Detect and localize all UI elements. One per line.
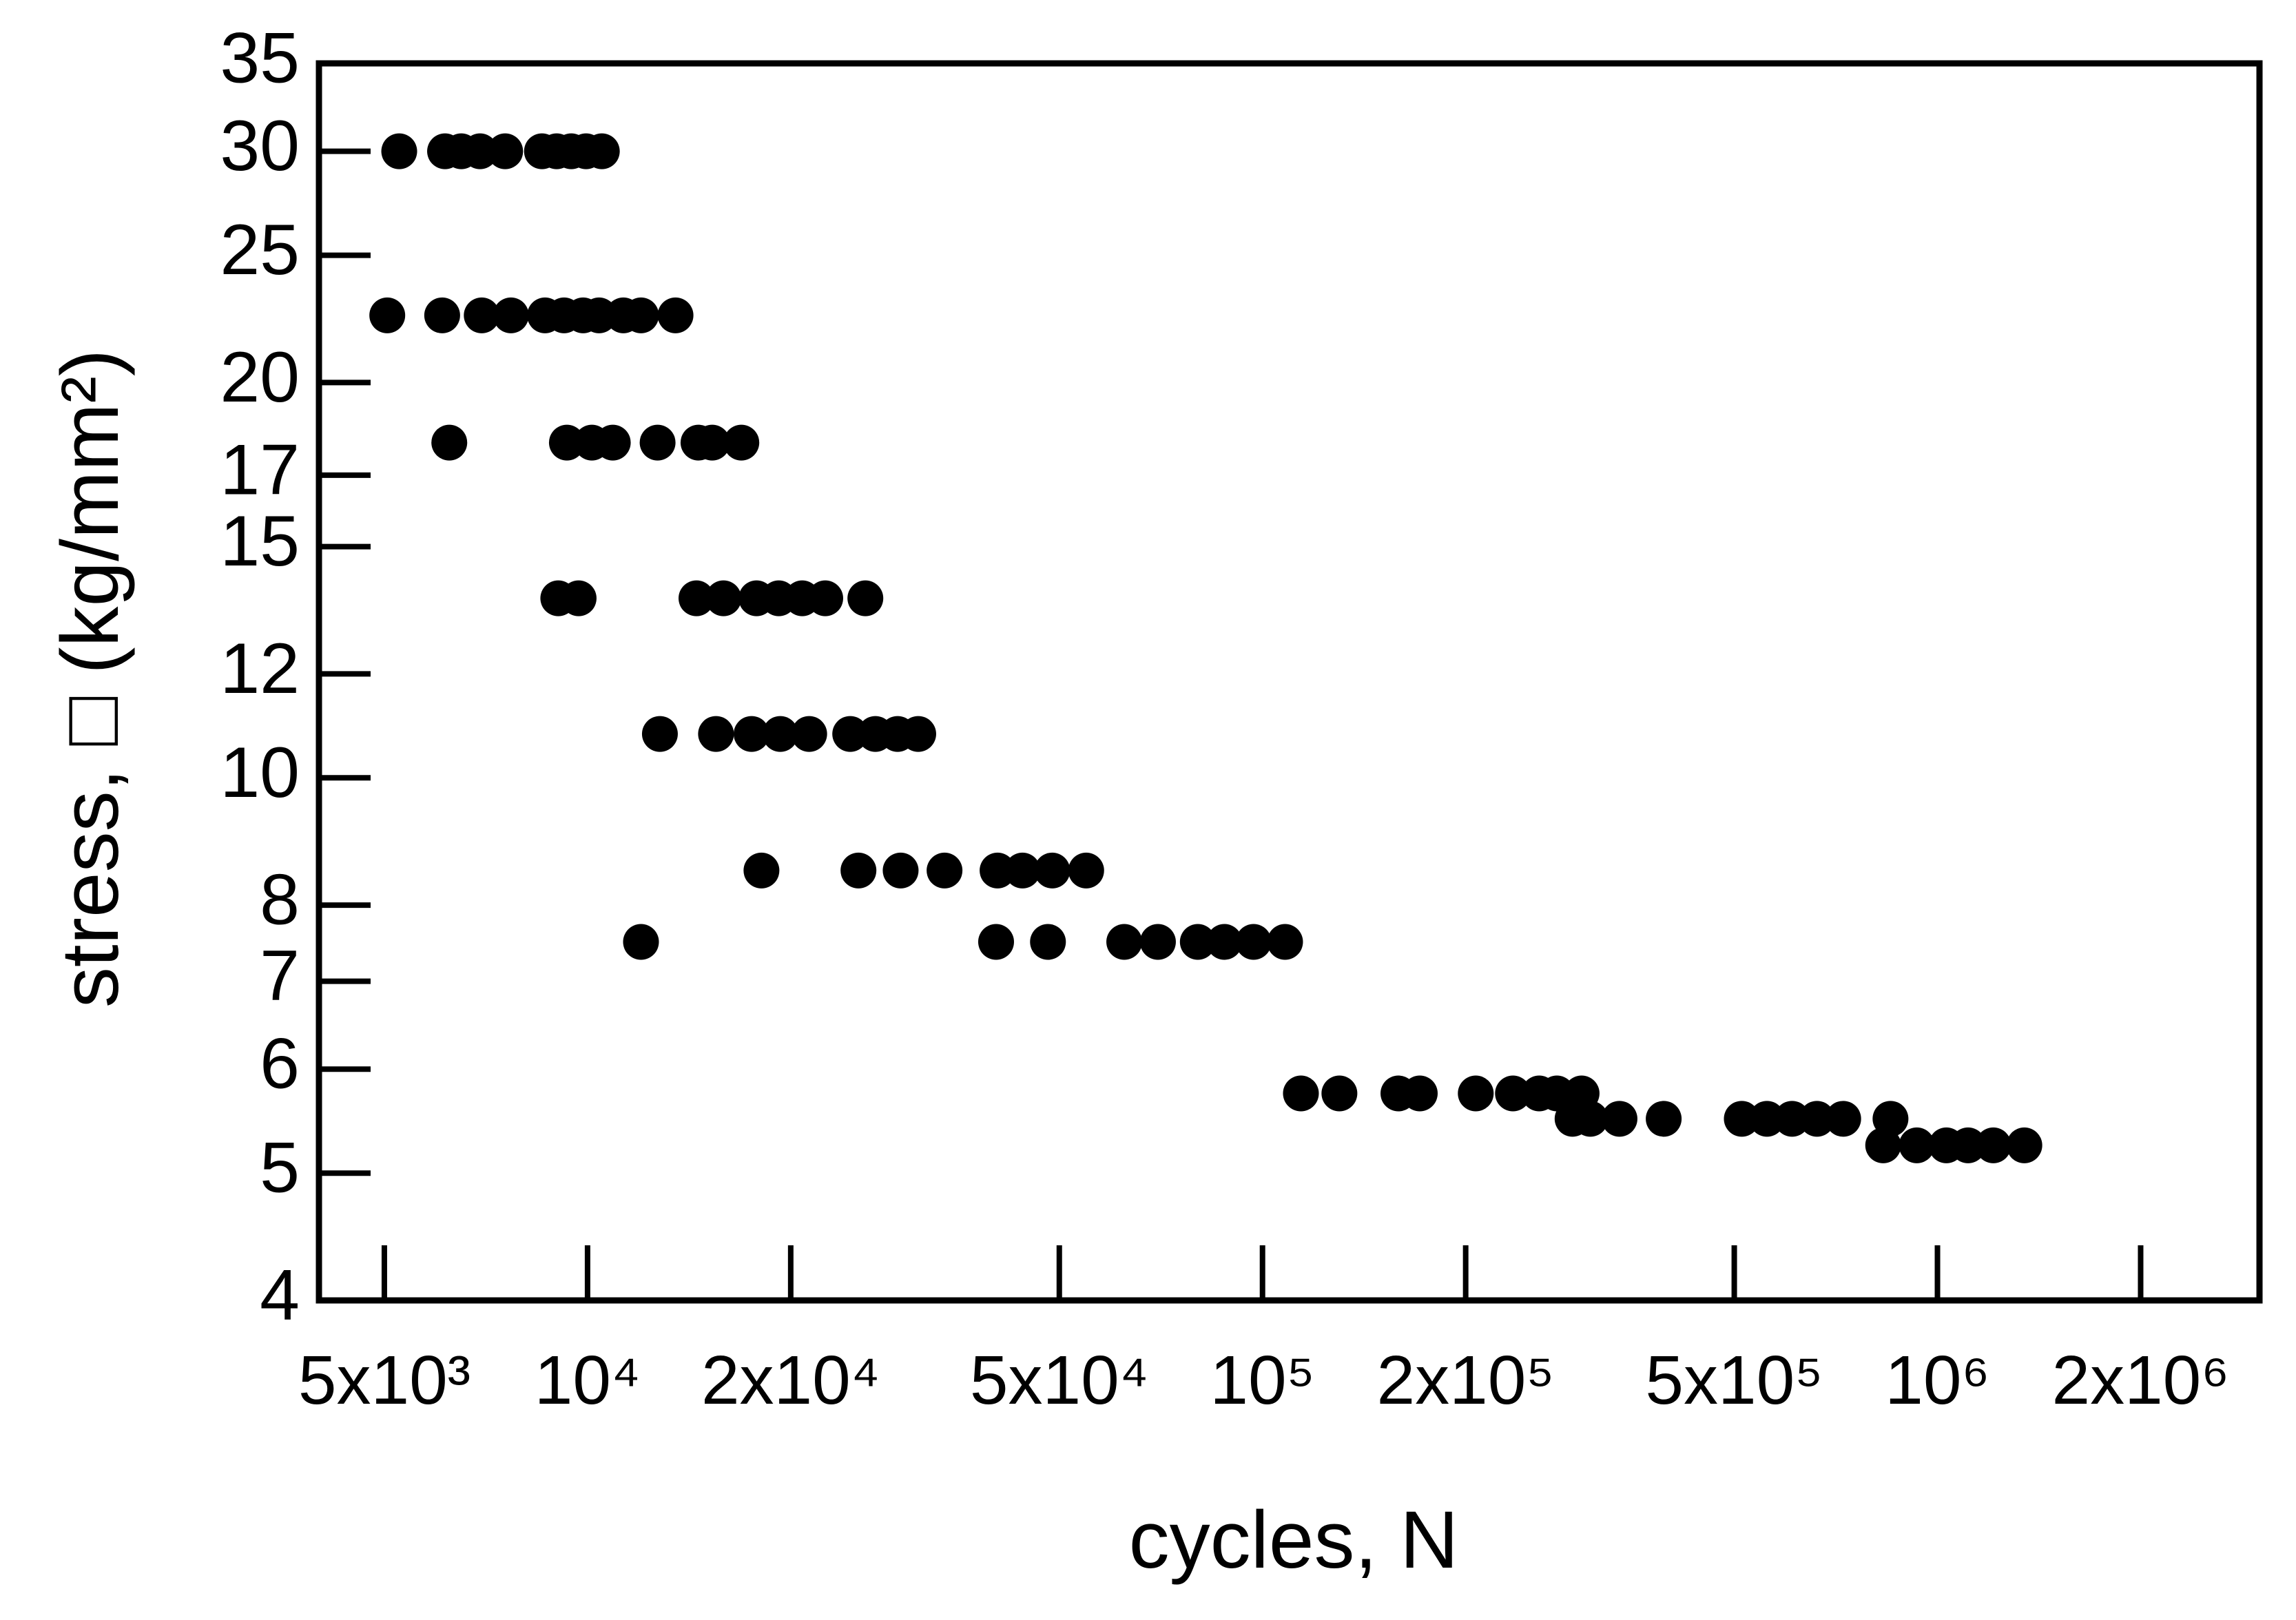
data-point [840, 852, 877, 889]
data-point [641, 716, 678, 752]
data-point [369, 297, 406, 333]
data-point [1774, 1101, 1810, 1137]
data-point [980, 852, 1016, 889]
data-point [381, 133, 417, 169]
data-point [1749, 1101, 1786, 1137]
data-point [1724, 1101, 1760, 1137]
data-point [1899, 1127, 1935, 1163]
data-point [583, 133, 620, 169]
data-point [1975, 1127, 2011, 1163]
data-point [807, 580, 843, 616]
data-point [1206, 924, 1243, 960]
data-point [464, 297, 500, 333]
y-tick-label: 4 [260, 1255, 300, 1335]
data-point [1034, 852, 1071, 889]
x-tick-label: 5x10³ [298, 1342, 470, 1419]
y-tick-label: 25 [220, 210, 300, 290]
y-tick-label: 35 [220, 18, 300, 98]
data-point [1139, 924, 1176, 960]
data-point [1601, 1101, 1637, 1137]
data-point [1825, 1101, 1861, 1137]
data-point [1495, 1075, 1531, 1112]
y-tick-label: 20 [220, 338, 300, 417]
data-point [694, 424, 730, 461]
data-point [832, 716, 869, 752]
data-point [705, 580, 742, 616]
data-point [734, 716, 770, 752]
y-tick-label: 8 [260, 860, 300, 940]
data-point [698, 716, 734, 752]
data-point [487, 133, 524, 169]
data-point [424, 297, 460, 333]
data-point [1572, 1101, 1609, 1137]
data-point [1004, 852, 1041, 889]
data-point [657, 297, 694, 333]
data-point [1799, 1101, 1835, 1137]
data-point [2006, 1127, 2042, 1163]
y-tick-label: 5 [260, 1128, 300, 1208]
y-tick-label: 15 [220, 501, 300, 581]
data-point [1179, 924, 1216, 960]
data-point [927, 852, 963, 889]
data-point [431, 424, 468, 461]
data-point [847, 580, 884, 616]
x-tick-label: 10⁶ [1885, 1342, 1989, 1419]
x-tick-label: 5x10⁴ [970, 1342, 1149, 1419]
data-point [462, 133, 498, 169]
x-tick-label: 2x10⁵ [1377, 1342, 1555, 1419]
plot-frame [316, 60, 2263, 1304]
y-axis-label: stress, □ (kg/mm²) [45, 349, 136, 1008]
data-point [1646, 1101, 1682, 1137]
y-tick-label: 30 [220, 106, 300, 186]
data-point [623, 297, 659, 333]
y-tick-label: 6 [260, 1024, 300, 1104]
data-point [900, 716, 936, 752]
x-tick-label: 2x10⁴ [701, 1342, 880, 1419]
data-point [560, 580, 597, 616]
x-tick-label: 10⁴ [535, 1342, 641, 1419]
data-point [1949, 1127, 1986, 1163]
y-tick-label: 17 [220, 430, 300, 510]
data-point [1458, 1075, 1494, 1112]
data-point [623, 924, 659, 960]
x-tick-label: 10⁵ [1210, 1342, 1315, 1419]
x-tick-label: 5x10⁵ [1645, 1342, 1823, 1419]
y-tick-label: 12 [220, 629, 300, 709]
data-point [1106, 924, 1143, 960]
data-point [723, 424, 760, 461]
x-axis-label: cycles, N [1129, 1495, 1459, 1586]
data-point [762, 716, 798, 752]
data-point [1865, 1127, 1901, 1163]
data-point [548, 424, 585, 461]
data-point [1267, 924, 1303, 960]
y-tick-label: 7 [260, 936, 300, 1016]
data-point [679, 580, 715, 616]
data-point [1283, 1075, 1319, 1112]
data-point [743, 852, 780, 889]
data-point [1401, 1075, 1438, 1112]
y-tick-label: 10 [220, 733, 300, 813]
data-point [1030, 924, 1066, 960]
data-point [1068, 852, 1104, 889]
data-point [493, 297, 529, 333]
data-point [594, 424, 631, 461]
data-point [882, 852, 919, 889]
data-point [791, 716, 827, 752]
data-point [1321, 1075, 1358, 1112]
data-point [1235, 924, 1272, 960]
data-point [639, 424, 676, 461]
data-point [978, 924, 1014, 960]
x-tick-label: 2x10⁶ [2051, 1342, 2229, 1419]
